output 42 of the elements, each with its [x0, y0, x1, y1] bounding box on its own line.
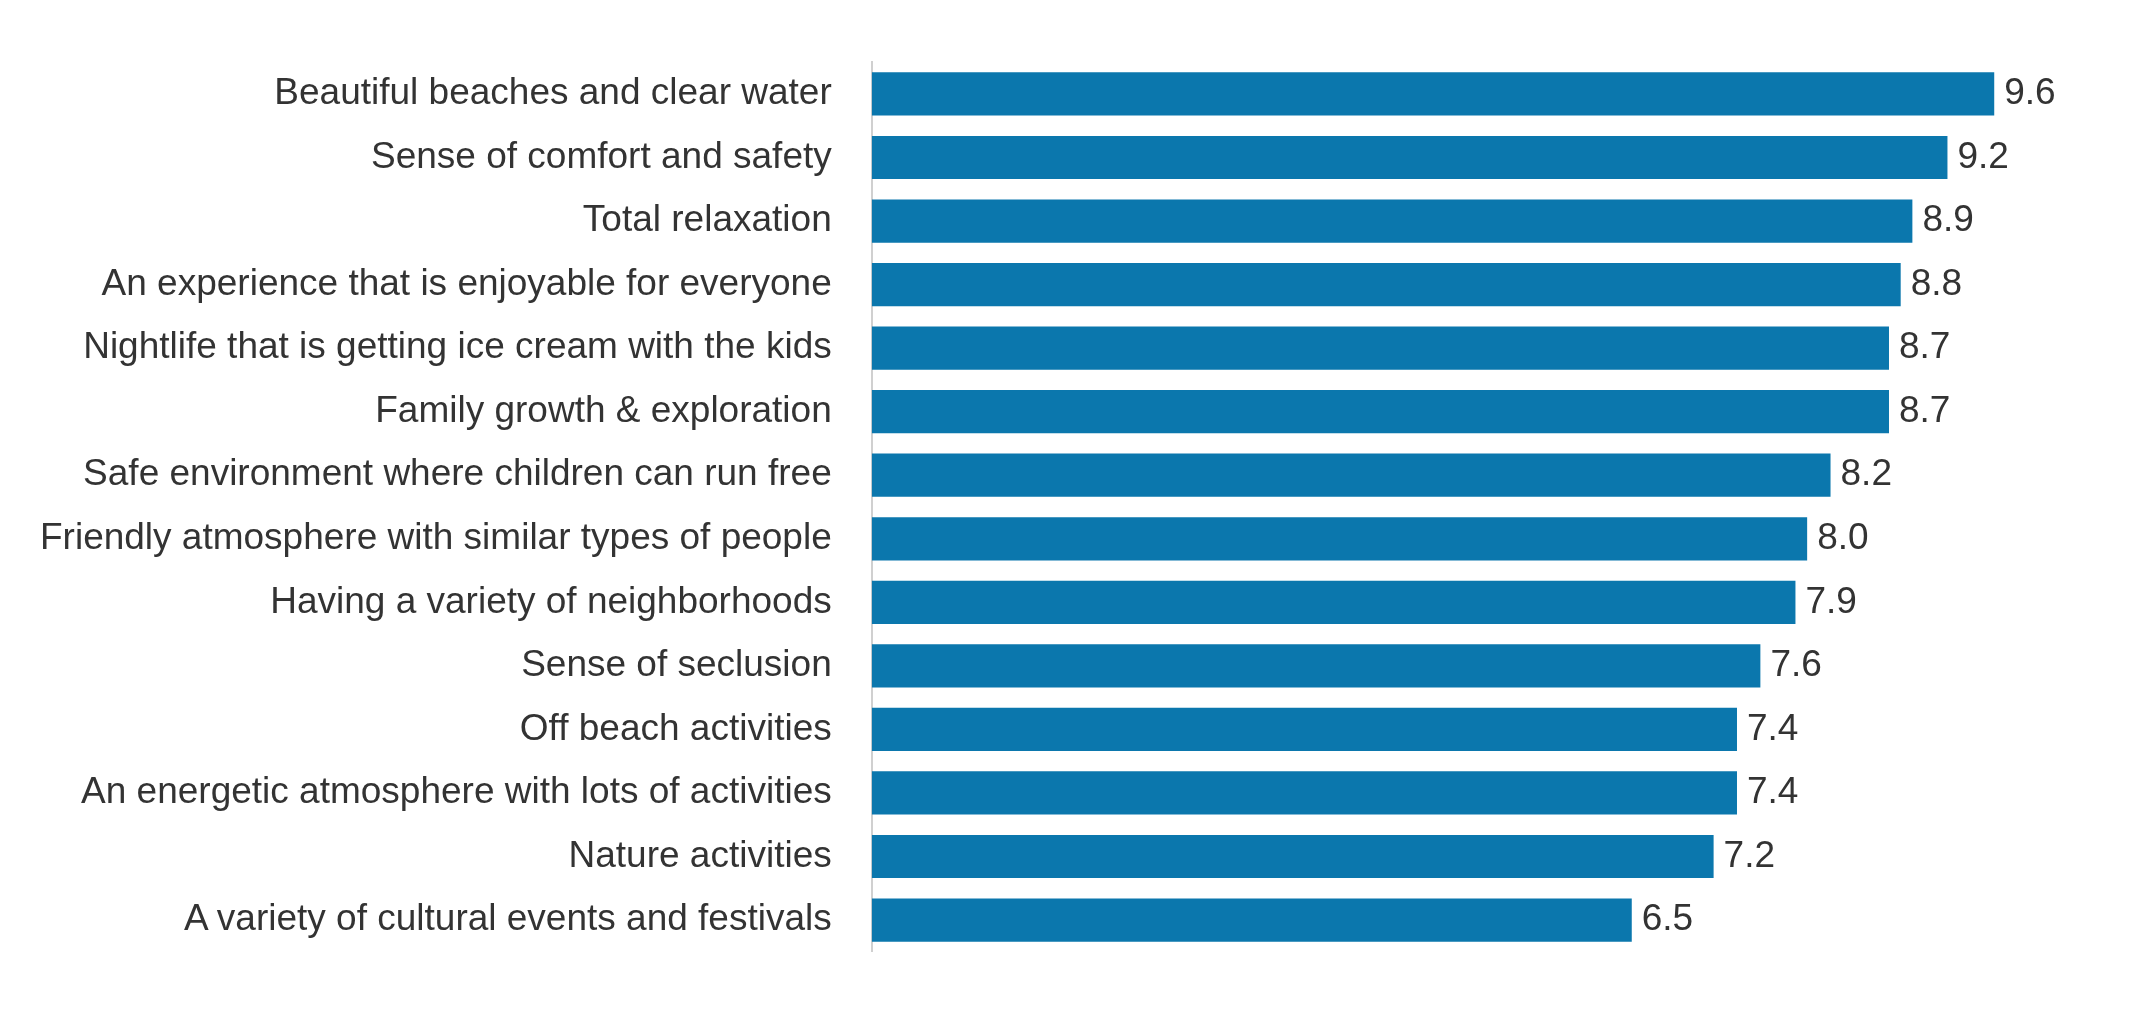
y-tick-label: Sense of seclusion	[521, 643, 832, 685]
data-label: 8.2	[1840, 452, 1892, 494]
bar	[871, 199, 1913, 243]
data-label: 7.6	[1770, 643, 1822, 685]
y-tick-label: Safe environment where children can run free	[83, 452, 832, 494]
bar	[871, 644, 1761, 688]
bar	[871, 326, 1889, 370]
bar	[871, 453, 1831, 497]
y-tick-label: Having a variety of neighborhoods	[270, 579, 832, 621]
bar	[871, 771, 1737, 815]
y-tick-label: Off beach activities	[519, 706, 832, 748]
data-label: 9.6	[2004, 71, 2056, 113]
y-tick-label: A variety of cultural events and festivals	[183, 897, 832, 939]
bar	[871, 580, 1796, 624]
bar	[871, 390, 1889, 434]
bar	[871, 834, 1714, 879]
data-label: 7.9	[1805, 579, 1857, 621]
y-tick-label: Total relaxation	[582, 198, 832, 240]
y-tick-label: Family growth & exploration	[375, 388, 832, 430]
data-label: 8.0	[1817, 515, 1869, 557]
data-label: 6.5	[1641, 897, 1694, 939]
bar	[871, 898, 1632, 942]
bar	[871, 707, 1737, 752]
y-tick-label: An experience that is enjoyable for everyone	[101, 261, 832, 303]
y-tick-label: Friendly atmosphere with similar types of people	[39, 515, 832, 557]
bar	[871, 135, 1948, 180]
data-label: 9.2	[1957, 134, 2009, 176]
data-label: 8.7	[1899, 325, 1951, 367]
bar	[871, 72, 1995, 116]
data-label: 8.8	[1910, 261, 1963, 303]
data-label: 7.4	[1746, 770, 1799, 812]
data-label: 8.9	[1922, 198, 1974, 240]
y-tick-label: Nature activities	[568, 833, 832, 875]
y-tick-label: An energetic atmosphere with lots of activities	[81, 770, 832, 812]
data-label: 7.4	[1746, 706, 1799, 748]
data-label: 7.2	[1723, 833, 1776, 875]
y-tick-label: Nightlife that is getting ice cream with the kids	[83, 325, 832, 367]
bar	[871, 517, 1808, 561]
y-tick-label: Sense of comfort and safety	[371, 134, 833, 176]
y-tick-label: Beautiful beaches and clear water	[274, 71, 832, 113]
data-label: 8.7	[1899, 388, 1951, 430]
bar	[871, 263, 1901, 307]
